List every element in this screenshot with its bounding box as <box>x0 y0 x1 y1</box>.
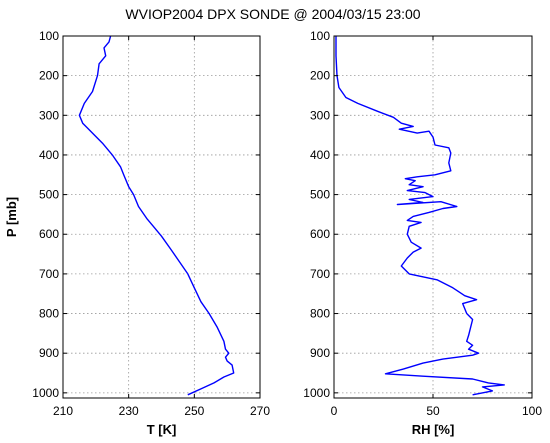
humidity-x-axis-label: RH [%] <box>412 422 455 437</box>
humidity-x-tick-label-100: 100 <box>522 404 542 418</box>
temperature-x-tick-label-270: 270 <box>250 404 270 418</box>
humidity-y-tick-label-800: 800 <box>310 307 330 321</box>
pressure-y-axis-label: P [mb] <box>4 197 19 237</box>
humidity-grid <box>333 35 533 398</box>
humidity-y-tick-label-200: 200 <box>310 69 330 83</box>
humidity-y-tick-label-500: 500 <box>310 188 330 202</box>
temperature-y-tick-label-900: 900 <box>39 346 59 360</box>
temperature-y-tick-label-800: 800 <box>39 307 59 321</box>
humidity-y-tick-label-600: 600 <box>310 227 330 241</box>
temperature-y-tick-label-600: 600 <box>39 227 59 241</box>
temperature-y-tick-label-200: 200 <box>39 69 59 83</box>
humidity-y-tick-label-100: 100 <box>310 29 330 43</box>
temperature-y-tick-label-500: 500 <box>39 188 59 202</box>
temperature-y-tick-label-400: 400 <box>39 148 59 162</box>
temperature-ticks: 100 200 300 400 500 600 700 800 900 1000 210 230 250… <box>32 29 270 418</box>
humidity-x-tick-label-0: 0 <box>331 404 338 418</box>
temperature-y-tick-label-300: 300 <box>39 108 59 122</box>
temperature-profile-line <box>78 35 235 396</box>
chart-title: WVIOP2004 DPX SONDE @ 2004/03/15 23:00 <box>125 6 420 22</box>
humidity-y-tick-label-700: 700 <box>310 267 330 281</box>
temperature-y-tick-label-1000: 1000 <box>32 386 59 400</box>
temperature-x-tick-label-250: 250 <box>184 404 204 418</box>
humidity-y-tick-label-400: 400 <box>310 148 330 162</box>
humidity-y-tick-label-300: 300 <box>310 108 330 122</box>
temperature-panel: 100 200 300 400 500 600 700 800 900 1000 210 230 250… <box>32 29 270 437</box>
temperature-y-tick-label-700: 700 <box>39 267 59 281</box>
humidity-x-tick-label-50: 50 <box>426 404 440 418</box>
temperature-x-axis-label: T [K] <box>147 422 177 437</box>
humidity-y-tick-label-1000: 1000 <box>303 386 330 400</box>
humidity-y-tick-label-900: 900 <box>310 346 330 360</box>
temperature-axes-frame <box>62 35 261 399</box>
temperature-x-tick-label-210: 210 <box>53 404 73 418</box>
humidity-profile-line <box>335 36 505 396</box>
temperature-y-tick-label-100: 100 <box>39 29 59 43</box>
temperature-x-tick-label-230: 230 <box>119 404 139 418</box>
